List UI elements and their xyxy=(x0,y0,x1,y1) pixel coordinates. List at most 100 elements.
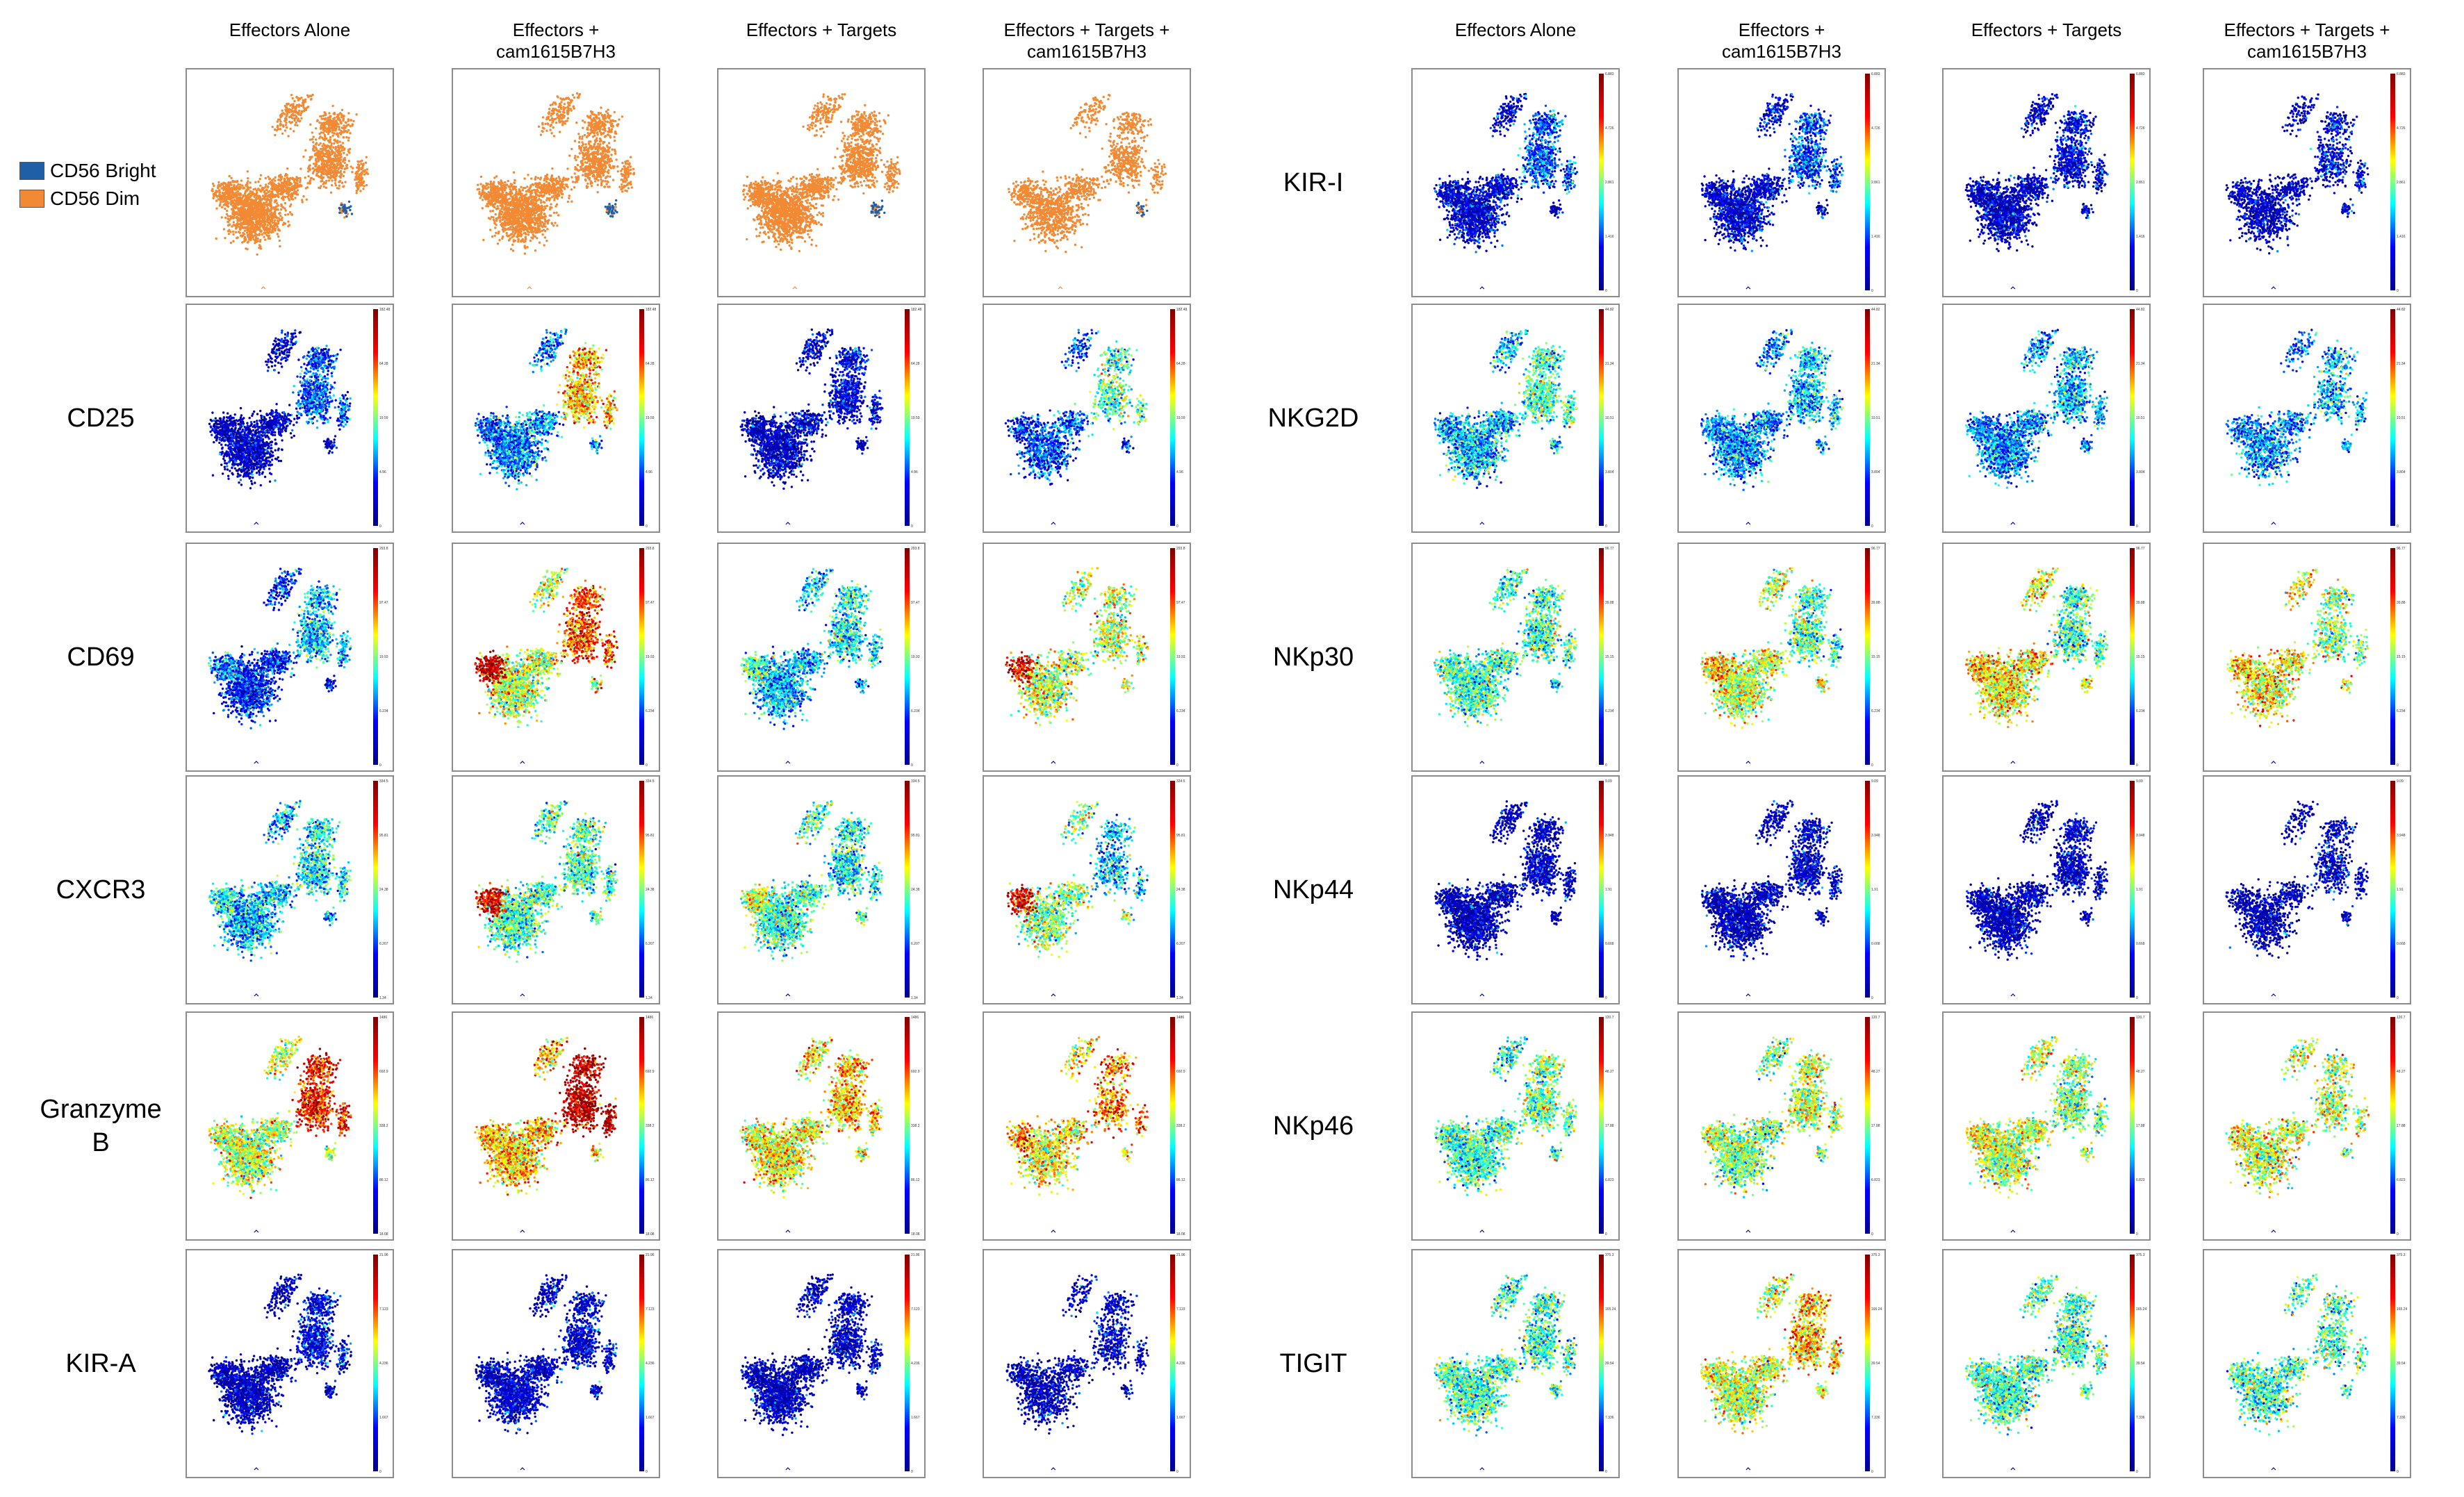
data-point xyxy=(245,211,247,213)
data-point xyxy=(562,110,564,113)
data-point xyxy=(242,196,244,198)
data-point xyxy=(266,210,268,213)
data-point xyxy=(267,186,269,188)
data-point xyxy=(509,193,511,195)
data-point xyxy=(541,189,543,191)
data-point xyxy=(311,131,313,133)
data-point xyxy=(573,97,575,99)
data-point xyxy=(610,131,612,133)
data-point xyxy=(356,174,358,176)
data-point xyxy=(547,222,549,224)
data-point xyxy=(580,169,582,171)
tsne-panel xyxy=(452,68,660,297)
data-point xyxy=(616,124,618,126)
data-point xyxy=(509,204,511,206)
data-point xyxy=(300,117,302,119)
data-point xyxy=(284,214,286,216)
data-point xyxy=(363,185,365,187)
data-point xyxy=(245,221,247,223)
data-point xyxy=(259,185,261,187)
row-label: KIR-A xyxy=(38,1347,163,1380)
data-point xyxy=(507,201,509,204)
data-point xyxy=(286,119,288,121)
data-point xyxy=(555,177,557,179)
data-point xyxy=(254,181,256,183)
data-point xyxy=(295,122,297,124)
data-point xyxy=(566,186,568,188)
data-point xyxy=(540,133,542,135)
data-point xyxy=(483,194,485,196)
data-point xyxy=(274,176,277,179)
data-point xyxy=(494,226,496,229)
data-point xyxy=(232,231,234,233)
data-point xyxy=(584,167,586,169)
data-point xyxy=(245,247,247,249)
data-point xyxy=(284,113,286,115)
data-point xyxy=(577,176,580,179)
data-point xyxy=(623,186,625,188)
data-point xyxy=(551,183,553,185)
data-point xyxy=(341,126,343,129)
data-point xyxy=(305,108,307,110)
data-point xyxy=(251,217,253,220)
data-point xyxy=(338,147,340,149)
data-point xyxy=(330,192,332,194)
data-point xyxy=(567,101,569,104)
data-point xyxy=(606,210,608,212)
data-point xyxy=(266,208,268,210)
data-point xyxy=(486,188,488,190)
data-point xyxy=(546,177,548,179)
data-point xyxy=(607,181,609,183)
data-point xyxy=(520,215,522,217)
data-point xyxy=(286,174,288,176)
data-point xyxy=(614,149,616,151)
data-point xyxy=(525,236,527,238)
data-point xyxy=(604,120,606,122)
data-point xyxy=(555,212,557,214)
data-point xyxy=(279,174,281,176)
data-point xyxy=(564,188,566,190)
data-point xyxy=(268,191,270,193)
data-point xyxy=(295,106,297,108)
data-point xyxy=(260,190,262,192)
data-point xyxy=(516,222,518,224)
data-point xyxy=(325,128,327,130)
data-point xyxy=(488,197,490,199)
data-point xyxy=(588,142,590,144)
data-point xyxy=(256,195,258,197)
data-point xyxy=(621,183,623,185)
data-point xyxy=(513,239,515,241)
data-point xyxy=(588,156,590,158)
data-point xyxy=(320,115,322,117)
data-point xyxy=(288,224,290,226)
row-label: NKp46 xyxy=(1251,1109,1376,1143)
data-point xyxy=(517,240,519,242)
data-point xyxy=(343,216,345,218)
data-point xyxy=(582,119,584,122)
data-point xyxy=(343,129,345,131)
data-point xyxy=(266,231,268,233)
data-point xyxy=(611,149,613,151)
data-point xyxy=(307,175,309,177)
data-point xyxy=(611,215,614,217)
data-point xyxy=(520,224,522,226)
data-point xyxy=(599,119,601,122)
data-point xyxy=(625,177,627,179)
data-point xyxy=(302,201,304,203)
data-point xyxy=(602,150,605,152)
data-point xyxy=(526,185,528,188)
data-point xyxy=(322,143,325,145)
data-point xyxy=(575,159,577,161)
data-point xyxy=(295,110,297,113)
data-point xyxy=(293,185,295,188)
data-point xyxy=(315,138,317,140)
data-point xyxy=(515,185,517,188)
data-point xyxy=(315,159,317,161)
data-point xyxy=(557,197,559,199)
data-point xyxy=(265,234,268,236)
data-point xyxy=(278,179,280,181)
data-point xyxy=(277,220,279,222)
data-point xyxy=(478,192,480,195)
data-point xyxy=(528,213,530,215)
data-point xyxy=(518,225,520,227)
